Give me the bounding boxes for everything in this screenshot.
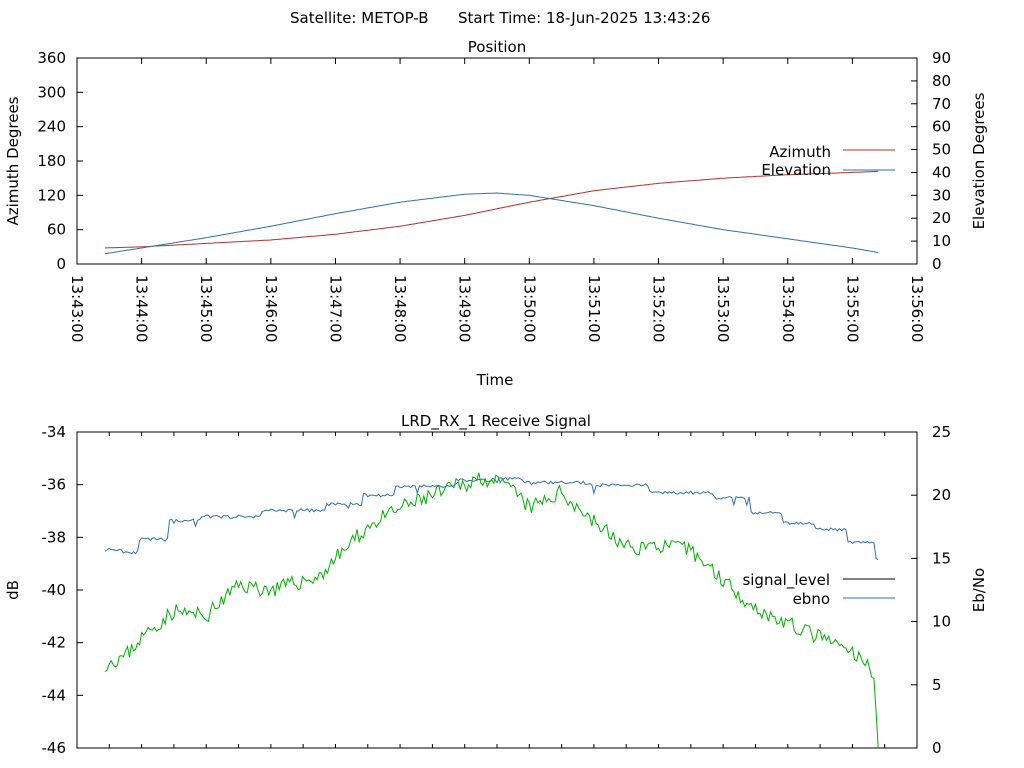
position-x-tick-label: 13:48:00 (391, 275, 409, 342)
signal-y-tick-label: -46 (42, 739, 67, 757)
position-y2-tick-label: 30 (932, 186, 951, 204)
signal-y-tick-label: -44 (42, 686, 67, 704)
position-y-tick-label: 60 (47, 221, 66, 239)
position-y2-tick-label: 60 (932, 118, 951, 136)
position-y2-tick-label: 0 (932, 255, 942, 273)
signal-y2-tick-label: 25 (932, 423, 951, 441)
position-y-tick-label: 0 (56, 255, 66, 273)
signal-level-line (104, 472, 879, 749)
position-x-tick-label: 13:52:00 (650, 275, 668, 342)
signal-chart-title: LRD_RX_1 Receive Signal (401, 412, 591, 431)
legend-label-elevation: Elevation (761, 161, 831, 179)
legend-label-azimuth: Azimuth (769, 143, 831, 161)
position-y2-tick-label: 80 (932, 72, 951, 90)
position-y2-axis-label: Elevation Degrees (970, 92, 988, 229)
position-chart: Position Azimuth Degrees Elevation Degre… (4, 38, 988, 389)
position-x-tick-label: 13:51:00 (585, 275, 603, 342)
signal-y-tick-label: -36 (42, 476, 67, 494)
position-x-tick-label: 13:46:00 (262, 275, 280, 342)
signal-y2-tick-label: 20 (932, 486, 951, 504)
position-ticks: 0 60 120 180 240 300 360 0 10 20 30 40 50 60 70 80 90 13:… (37, 49, 951, 342)
position-x-tick-label: 13:44:00 (133, 275, 151, 342)
signal-chart: LRD_RX_1 Receive Signal dB Eb/No -46-44-… (4, 412, 988, 757)
signal-y-tick-label: -38 (42, 528, 67, 546)
position-x-tick-label: 13:55:00 (843, 275, 861, 342)
position-x-tick-label: 13:45:00 (197, 275, 215, 342)
position-y-tick-label: 240 (37, 118, 66, 136)
signal-legend: signal_level ebno (742, 571, 895, 608)
position-y-tick-label: 300 (37, 83, 66, 101)
position-y2-tick-label: 90 (932, 49, 951, 67)
position-x-axis-label: Time (476, 371, 514, 389)
position-y2-tick-label: 20 (932, 209, 951, 227)
position-x-tick-label: 13:49:00 (456, 275, 474, 342)
signal-y2-axis-label: Eb/No (970, 568, 988, 612)
position-y2-tick-label: 40 (932, 163, 951, 181)
position-y2-tick-label: 50 (932, 141, 951, 159)
signal-y-tick-label: -34 (42, 423, 67, 441)
position-y2-tick-label: 10 (932, 232, 951, 250)
position-y2-tick-label: 70 (932, 95, 951, 113)
position-y-tick-label: 120 (37, 186, 66, 204)
position-x-tick-label: 13:50:00 (520, 275, 538, 342)
position-series (104, 170, 879, 255)
start-time-label: Start Time: 18-Jun-2025 13:43:26 (458, 9, 710, 27)
legend-label-ebno: ebno (793, 590, 830, 608)
legend-label-signal-level: signal_level (742, 571, 830, 590)
satellite-label: Satellite: METOP-B (290, 9, 429, 27)
signal-y2-tick-label: 10 (932, 613, 951, 631)
signal-y-tick-label: -40 (42, 581, 67, 599)
signal-y-axis-label: dB (4, 580, 22, 600)
position-y-tick-label: 180 (37, 152, 66, 170)
position-legend: Azimuth Elevation (761, 143, 895, 179)
position-x-tick-label: 13:53:00 (714, 275, 732, 342)
signal-y2-tick-label: 15 (932, 549, 951, 567)
elevation-line (104, 192, 879, 255)
signal-plot-frame (76, 431, 918, 749)
signal-y2-tick-label: 5 (932, 676, 942, 694)
azimuth-line (104, 170, 879, 249)
signal-ticks: -46 -44 -42 -40 -38 -36 -34 0 5 10 15 20 25 (42, 423, 952, 757)
position-y-tick-label: 360 (37, 49, 66, 67)
position-x-tick-label: 13:54:00 (779, 275, 797, 342)
signal-y2-tick-label: 0 (932, 739, 942, 757)
position-x-tick-label: 13:47:00 (326, 275, 344, 342)
ebno-line (104, 476, 879, 561)
position-y-axis-label: Azimuth Degrees (4, 96, 22, 225)
signal-series (104, 472, 879, 749)
position-chart-title: Position (468, 38, 526, 56)
signal-y-tick-label: -42 (42, 634, 67, 652)
position-x-tick-label: 13:43:00 (68, 275, 86, 342)
position-x-tick-label: 13:56:00 (908, 275, 926, 342)
